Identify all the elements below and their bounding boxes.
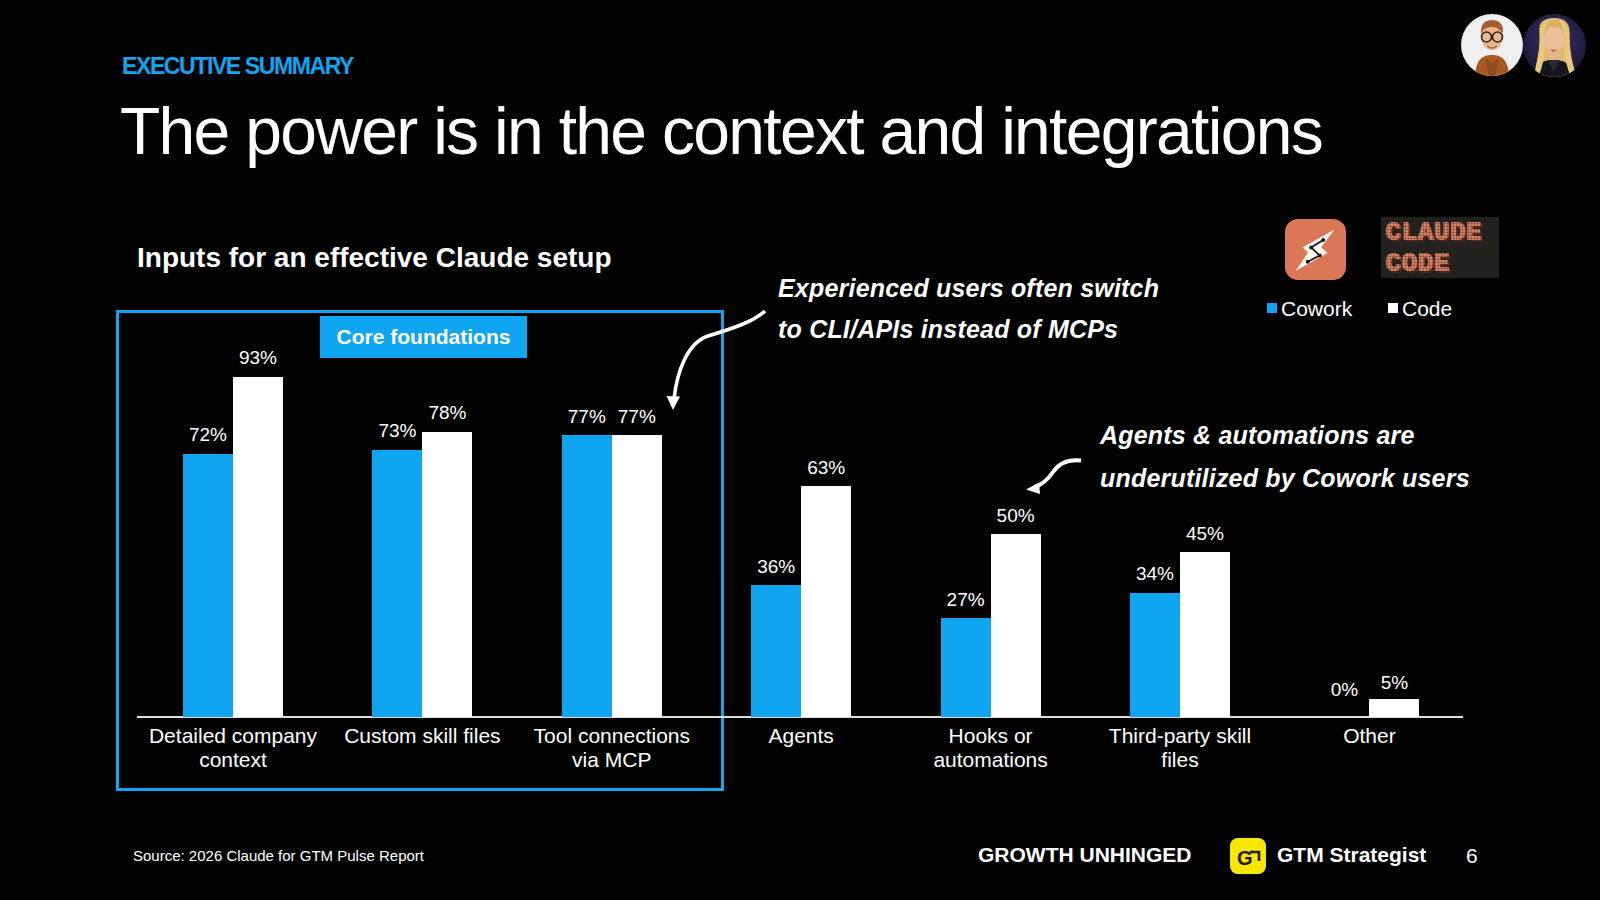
svg-text:G: G [1237,847,1253,869]
